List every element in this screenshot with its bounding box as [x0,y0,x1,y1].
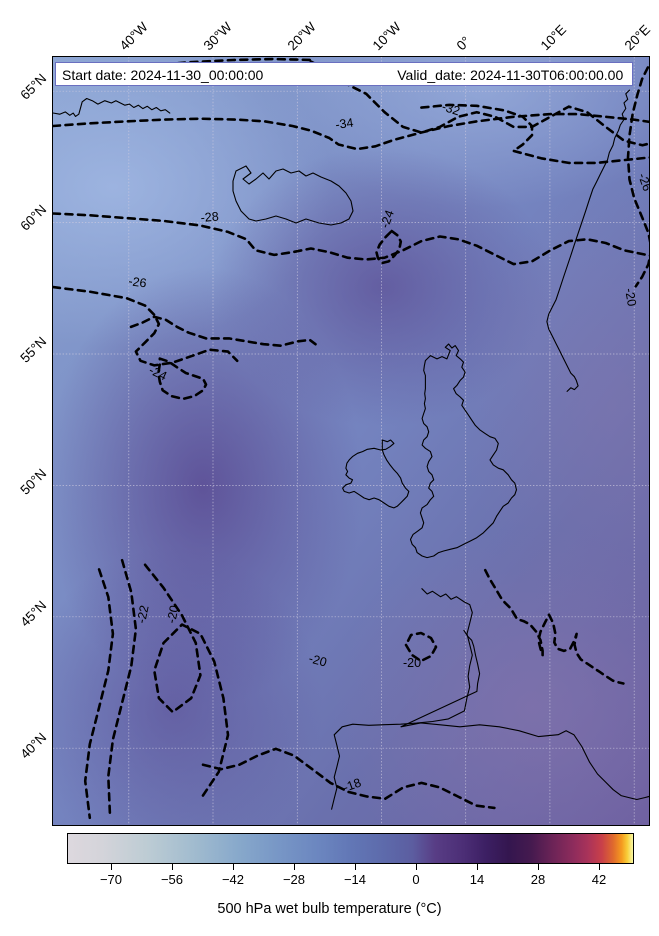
svg-text:-26: -26 [128,274,148,290]
svg-text:-20: -20 [403,656,421,670]
svg-text:-34: -34 [334,116,354,132]
svg-text:-28: -28 [200,209,219,225]
